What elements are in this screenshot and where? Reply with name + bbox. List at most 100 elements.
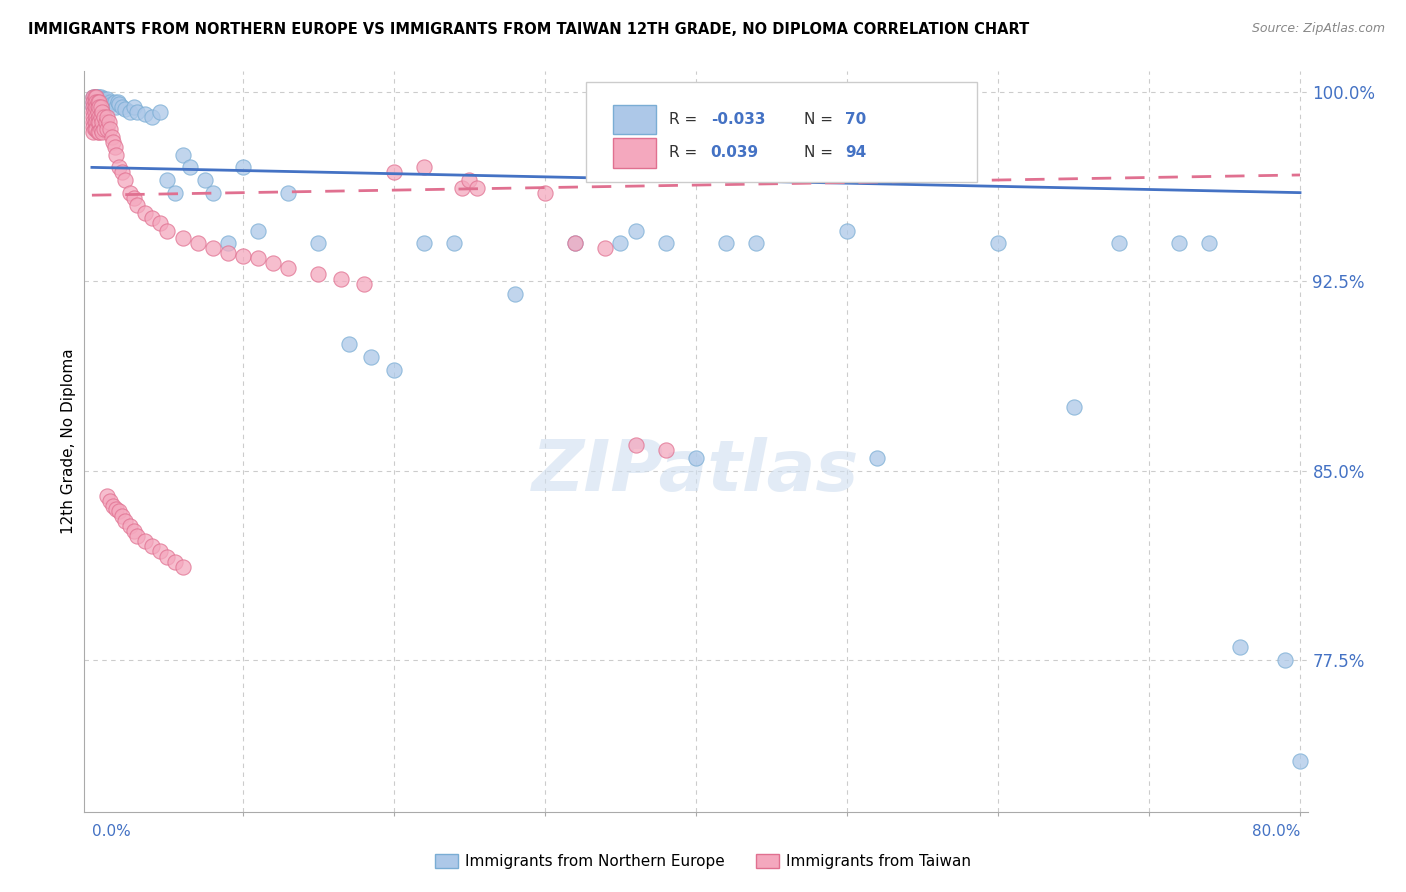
Point <box>96 92 118 106</box>
Point <box>353 277 375 291</box>
Point <box>624 438 647 452</box>
Point <box>163 186 186 200</box>
Bar <box>613 138 655 168</box>
Point <box>82 95 104 109</box>
Point <box>156 549 179 564</box>
Point <box>101 499 124 513</box>
Point <box>82 125 104 139</box>
Point <box>91 104 114 119</box>
Point <box>307 267 329 281</box>
FancyBboxPatch shape <box>586 82 977 183</box>
Point <box>93 97 115 112</box>
Point <box>1108 236 1130 251</box>
Point <box>84 100 107 114</box>
Text: N =: N = <box>804 145 838 161</box>
Point <box>84 89 107 103</box>
Point <box>100 130 122 145</box>
Point <box>103 140 125 154</box>
Point <box>134 107 156 121</box>
Point <box>86 95 108 109</box>
Point <box>413 236 436 251</box>
Point <box>172 147 194 161</box>
Point <box>107 95 129 109</box>
Point <box>201 241 224 255</box>
Legend: Immigrants from Northern Europe, Immigrants from Taiwan: Immigrants from Northern Europe, Immigra… <box>429 848 977 875</box>
Point <box>86 95 108 109</box>
Point <box>94 95 117 109</box>
Point <box>86 115 108 129</box>
Point <box>201 186 224 200</box>
Point <box>179 161 201 175</box>
Point <box>217 246 239 260</box>
Point <box>82 120 104 134</box>
Y-axis label: 12th Grade, No Diploma: 12th Grade, No Diploma <box>60 349 76 534</box>
Point <box>89 95 111 109</box>
Point <box>108 161 131 175</box>
Point <box>987 236 1010 251</box>
Point <box>141 540 163 554</box>
Point <box>277 186 299 200</box>
Point <box>122 100 145 114</box>
Point <box>172 559 194 574</box>
Point <box>247 252 270 266</box>
Point <box>1168 236 1191 251</box>
Point <box>685 450 707 465</box>
Point <box>96 110 118 124</box>
Point <box>595 241 617 255</box>
Point <box>564 236 586 251</box>
Point <box>87 104 110 119</box>
Point <box>337 337 360 351</box>
Point <box>97 115 120 129</box>
Point <box>114 102 136 116</box>
Point <box>91 92 114 106</box>
Point <box>91 100 114 114</box>
Point <box>101 135 124 149</box>
Point <box>149 104 172 119</box>
Point <box>93 92 115 106</box>
Text: R =: R = <box>669 112 702 127</box>
Point <box>609 236 631 251</box>
Point <box>93 110 115 124</box>
Point <box>97 97 120 112</box>
Text: Source: ZipAtlas.com: Source: ZipAtlas.com <box>1251 22 1385 36</box>
Point <box>86 100 108 114</box>
Text: -0.033: -0.033 <box>710 112 765 127</box>
Point <box>655 443 678 458</box>
Point <box>134 534 156 549</box>
Point <box>1289 754 1312 768</box>
Point <box>89 97 111 112</box>
Point <box>86 110 108 124</box>
Point <box>87 95 110 109</box>
Point <box>111 165 134 179</box>
Point <box>84 89 107 103</box>
Point <box>111 100 134 114</box>
Point <box>262 256 284 270</box>
Point <box>98 95 121 109</box>
Point <box>108 504 131 518</box>
Point <box>217 236 239 251</box>
Point <box>96 489 118 503</box>
Point <box>89 115 111 129</box>
Point <box>96 122 118 136</box>
Point <box>86 122 108 136</box>
Point <box>84 95 107 109</box>
Point <box>91 125 114 139</box>
Point <box>90 97 112 112</box>
Point <box>451 180 474 194</box>
Point <box>82 110 104 124</box>
Point <box>163 555 186 569</box>
Point <box>118 104 141 119</box>
Point <box>100 97 122 112</box>
Point <box>534 186 557 200</box>
Point <box>127 104 149 119</box>
Point <box>443 236 465 251</box>
Point <box>149 544 172 558</box>
Point <box>118 519 141 533</box>
Point <box>232 161 254 175</box>
Text: R =: R = <box>669 145 702 161</box>
Point <box>624 223 647 237</box>
Point <box>655 236 678 251</box>
Point <box>307 236 329 251</box>
Point <box>194 173 217 187</box>
Point <box>87 89 110 103</box>
